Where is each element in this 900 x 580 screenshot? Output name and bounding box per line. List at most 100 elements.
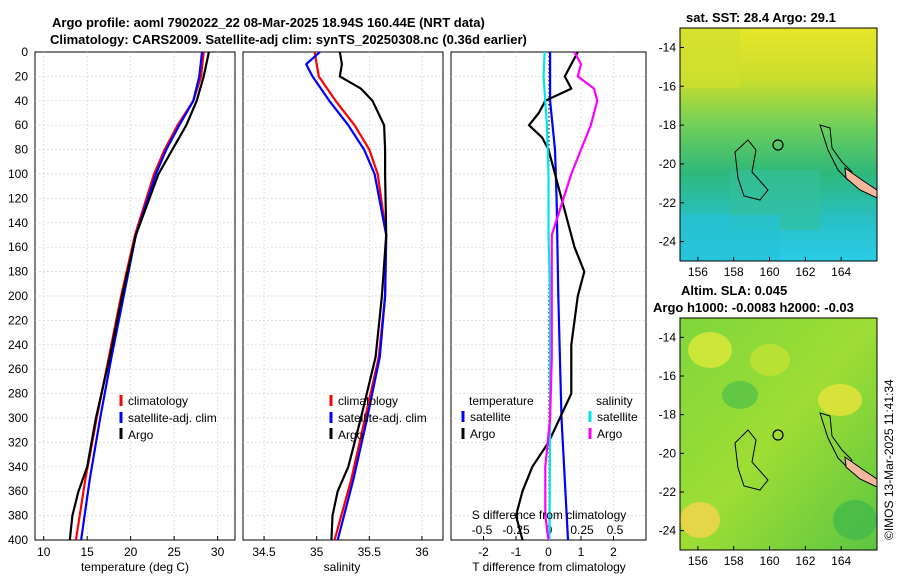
temperature-xlabel: temperature (deg C)	[81, 560, 189, 574]
salinity-legend: climatology satellite-adj. clim Argo	[329, 394, 427, 442]
latitude-label: -14	[659, 330, 677, 344]
depth-tick-label: 200	[8, 289, 28, 303]
depth-tick-label: 160	[8, 240, 28, 254]
sla-map-frame	[679, 317, 878, 551]
legend-temperature-title: temperature	[469, 394, 534, 408]
depth-tick-label: 280	[8, 387, 28, 401]
sla-map-ticks: 156 158 160 162 164 -14 -16 -18 -20 -22 -24	[659, 330, 852, 568]
s-tick-label: -0.25	[502, 523, 530, 537]
longitude-label: 156	[688, 265, 708, 279]
depth-tick-label: 120	[8, 191, 28, 205]
x-tick-label: 36	[415, 545, 429, 559]
latitude-label: -22	[659, 485, 677, 499]
temperature-grid	[35, 52, 235, 540]
salinity-series	[305, 52, 388, 540]
latitude-label: -16	[659, 369, 677, 383]
x-tick-label: 35	[310, 545, 324, 559]
latitude-label: -24	[659, 524, 677, 538]
legend-salinity-title: salinity	[596, 394, 633, 408]
depth-tick-label: 260	[8, 362, 28, 376]
series-line	[313, 52, 388, 540]
argo-position-marker	[772, 139, 784, 151]
t-difference-xlabel: T difference from climatology	[472, 560, 626, 574]
s-tick-label: 0.25	[570, 523, 594, 537]
x-tick-label: -1	[511, 545, 522, 559]
depth-tick-label: 20	[15, 69, 29, 83]
legend-satellite-label: satellite-adj. clim	[338, 411, 427, 425]
x-tick-label: 15	[80, 545, 94, 559]
s-difference-label: S difference from climatology	[472, 508, 627, 522]
salinity-grid	[243, 52, 443, 540]
salinity-axes: 34.5 35 35.5 36 salinity climatology satell…	[242, 51, 444, 574]
depth-tick-label: 320	[8, 435, 28, 449]
sla-blob	[722, 381, 758, 409]
depth-tick-label: 100	[8, 167, 28, 181]
legend-argo-label: Argo	[338, 428, 364, 442]
x-tick-label: 0	[545, 545, 552, 559]
depth-tick-label: 340	[8, 460, 28, 474]
x-tick-label: 34.5	[252, 545, 276, 559]
x-tick-label: 35.5	[358, 545, 382, 559]
sla-blob	[750, 344, 790, 376]
depth-tick-label: 360	[8, 484, 28, 498]
depth-tick-label: 300	[8, 411, 28, 425]
series-line	[305, 52, 388, 540]
temperature-series	[68, 52, 210, 540]
sst-patch	[680, 28, 740, 88]
salinity-tick-labels: 34.5 35 35.5 36	[252, 536, 429, 559]
depth-tick-label: 140	[8, 216, 28, 230]
figure-title-line2: Climatology: CARS2009. Satellite-adj cli…	[50, 32, 527, 47]
difference-axes: -2 -1 0 1 2 -0.5 -0.25 0 0.25 0.5 S difference f…	[450, 51, 647, 574]
s-tick-label: 0.5	[607, 523, 624, 537]
depth-tick-label: 0	[21, 45, 28, 59]
depth-tick-labels: 0 20 40 60 80 100 120 140 160 180 200 220 240 260 280 3…	[8, 45, 28, 547]
figure-title-line1: Argo profile: aoml 7902022_22 08-Mar-202…	[52, 15, 485, 30]
legend-sal-argo-label: Argo	[597, 427, 623, 441]
salinity-xlabel: salinity	[324, 560, 361, 574]
sla-map-title: Altim. SLA: 0.045	[681, 283, 788, 298]
legend-argo-label: Argo	[128, 428, 154, 442]
latitude-label: -20	[659, 446, 677, 460]
sst-map-frame	[679, 27, 878, 262]
temperature-legend: climatology satellite-adj. clim Argo	[119, 394, 217, 442]
longitude-label: 156	[688, 554, 708, 568]
latitude-label: -22	[659, 196, 677, 210]
series-line	[80, 52, 204, 540]
temperature-tick-labels: 10 15 20 25 30	[37, 536, 225, 559]
series-line	[330, 52, 388, 540]
x-tick-label: 2	[610, 545, 617, 559]
longitude-label: 158	[724, 265, 744, 279]
latitude-label: -20	[659, 157, 677, 171]
x-tick-label: 1	[578, 545, 585, 559]
x-tick-label: -2	[478, 545, 489, 559]
temperature-axes: 0 20 40 60 80 100 120 140 160 180 200 220 240 260 280 3…	[8, 45, 236, 574]
x-tick-label: 20	[124, 545, 138, 559]
depth-tick-label: 380	[8, 509, 28, 523]
latitude-label: -18	[659, 118, 677, 132]
longitude-label: 160	[760, 554, 780, 568]
latitude-label: -24	[659, 235, 677, 249]
x-tick-label: 10	[37, 545, 51, 559]
sst-patch	[680, 215, 780, 261]
depth-tick-label: 240	[8, 338, 28, 352]
latitude-label: -14	[659, 40, 677, 54]
sla-blob	[818, 384, 862, 416]
depth-tick-label: 400	[8, 533, 28, 547]
longitude-label: 164	[831, 554, 851, 568]
sst-map-ticks: 156 158 160 162 164 -14 -16 -18 -20 -22 -24	[659, 40, 852, 279]
series-line	[68, 52, 210, 540]
sla-map: 156 158 160 162 164 -14 -16 -18 -20 -22 -24	[659, 317, 878, 568]
legend-climatology-label: climatology	[128, 394, 188, 408]
island-outline	[734, 139, 769, 201]
longitude-label: 164	[831, 265, 851, 279]
island-outline	[819, 412, 853, 469]
legend-climatology-label: climatology	[338, 394, 398, 408]
x-tick-label: 30	[211, 545, 225, 559]
depth-tick-label: 40	[15, 94, 29, 108]
s-tick-label: -0.5	[472, 523, 493, 537]
island-outline	[734, 429, 769, 491]
sst-map: 156 158 160 162 164 -14 -16 -18 -20 -22 -24	[659, 27, 878, 279]
series-line	[514, 52, 586, 540]
latitude-label: -16	[659, 79, 677, 93]
sla-blob	[688, 332, 732, 368]
